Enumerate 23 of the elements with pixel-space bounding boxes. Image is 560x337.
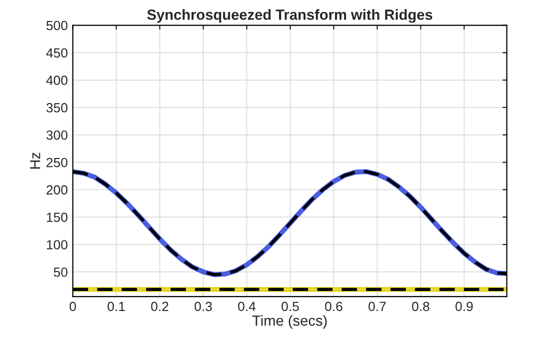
x-tick-label: 0.6 xyxy=(325,302,342,312)
y-tick-label: 350 xyxy=(46,103,68,112)
x-tick-label: 0 xyxy=(70,302,76,312)
y-tick-label: 250 xyxy=(46,158,68,168)
x-axis-title: Time (secs) xyxy=(252,315,327,329)
x-tick-label: 0.5 xyxy=(282,302,299,312)
y-tick-label: 100 xyxy=(46,240,68,250)
y-tick-label: 200 xyxy=(46,185,68,195)
chart-title: Synchrosqueezed Transform with Ridges xyxy=(147,9,432,23)
y-tick-label: 50 xyxy=(54,267,68,277)
x-tick-label: 0.8 xyxy=(412,302,430,312)
x-tick-label: 0.9 xyxy=(456,302,473,312)
x-tick-label: 0.3 xyxy=(194,302,212,312)
x-tick-label: 0.4 xyxy=(238,302,256,312)
y-tick-label: 400 xyxy=(46,76,68,85)
x-tick-label: 0.2 xyxy=(151,302,168,312)
y-tick-label: 500 xyxy=(46,20,68,30)
y-tick-label: 150 xyxy=(46,212,68,222)
x-tick-label: 0.1 xyxy=(108,302,125,312)
y-tick-label: 300 xyxy=(46,130,68,140)
y-tick-label: 450 xyxy=(46,48,68,58)
x-tick-label: 0.7 xyxy=(368,302,386,312)
y-axis-title: Hz xyxy=(30,152,40,169)
